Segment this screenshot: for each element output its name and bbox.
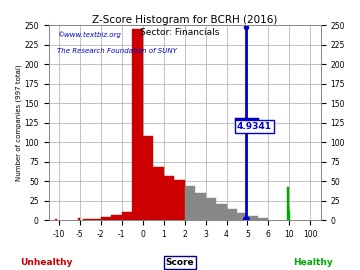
Bar [87,219,90,220]
Bar [101,217,111,220]
Bar [78,218,80,220]
Text: 4.9341: 4.9341 [237,122,272,131]
Bar [195,193,206,220]
Bar [258,218,269,220]
Bar [226,209,237,220]
Text: Unhealthy: Unhealthy [21,258,73,267]
Bar [164,176,174,220]
Bar [174,180,185,220]
Text: Sector: Financials: Sector: Financials [140,28,220,37]
Bar [122,212,132,220]
Title: Z-Score Histogram for BCRH (2016): Z-Score Histogram for BCRH (2016) [92,15,277,25]
Text: ©www.textbiz.org: ©www.textbiz.org [57,31,121,38]
Bar [237,213,247,220]
Bar [94,218,97,220]
Bar [55,219,57,220]
Text: Healthy: Healthy [293,258,333,267]
Bar [185,186,195,220]
Bar [247,216,258,220]
Bar [143,136,153,220]
Bar [206,198,216,220]
Text: Score: Score [166,258,194,267]
Bar [97,218,101,220]
Y-axis label: Number of companies (997 total): Number of companies (997 total) [15,64,22,181]
Bar [84,219,87,220]
Bar [111,215,122,220]
Bar [153,167,164,220]
Bar [287,187,289,220]
Bar [216,204,226,220]
Text: The Research Foundation of SUNY: The Research Foundation of SUNY [57,48,176,55]
Bar [90,219,94,220]
Bar [132,29,143,220]
